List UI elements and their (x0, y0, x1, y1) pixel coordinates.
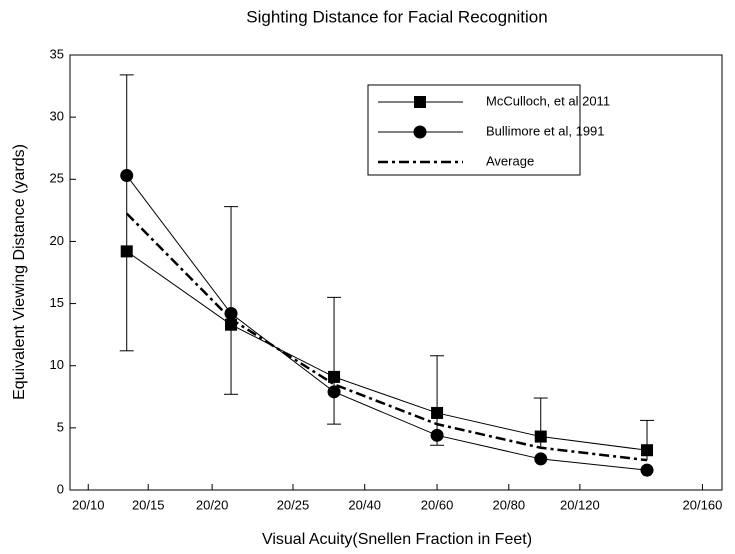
legend-label: Bullimore et al, 1991 (486, 123, 605, 138)
x-tick-label: 20/160 (683, 497, 723, 512)
x-tick-label: 20/80 (493, 497, 526, 512)
y-tick-label: 5 (57, 419, 64, 434)
x-tick-label: 20/120 (560, 497, 600, 512)
x-tick-label: 20/60 (421, 497, 454, 512)
y-tick-label: 35 (50, 46, 64, 61)
y-tick-label: 0 (57, 481, 64, 496)
x-axis-label: Visual Acuity(Snellen Fraction in Feet) (262, 531, 532, 548)
x-tick-label: 20/25 (277, 497, 310, 512)
x-tick-label: 20/15 (132, 497, 165, 512)
y-axis-label: Equivalent Viewing Distance (yards) (11, 144, 28, 400)
legend-label: McCulloch, et al 2011 (486, 93, 610, 108)
y-tick-label: 15 (50, 295, 64, 310)
chart-title: Sighting Distance for Facial Recognition (246, 7, 547, 26)
x-tick-label: 20/10 (72, 497, 105, 512)
x-tick-label: 20/40 (348, 497, 381, 512)
legend-marker (414, 96, 426, 108)
y-tick-label: 10 (50, 357, 64, 372)
legend-box (367, 84, 581, 176)
series-line (126, 175, 648, 471)
legend-label: Average (486, 153, 534, 168)
plot-frame (69, 54, 723, 491)
marker-circle (534, 452, 548, 466)
legend-marker (413, 125, 427, 139)
marker-circle (640, 463, 654, 477)
x-tick-label: 20/20 (196, 497, 229, 512)
series-line (126, 250, 648, 451)
series-line (125, 212, 648, 462)
y-tick-label: 20 (50, 233, 64, 248)
y-tick-label: 25 (50, 171, 64, 186)
y-tick-label: 30 (50, 109, 64, 124)
